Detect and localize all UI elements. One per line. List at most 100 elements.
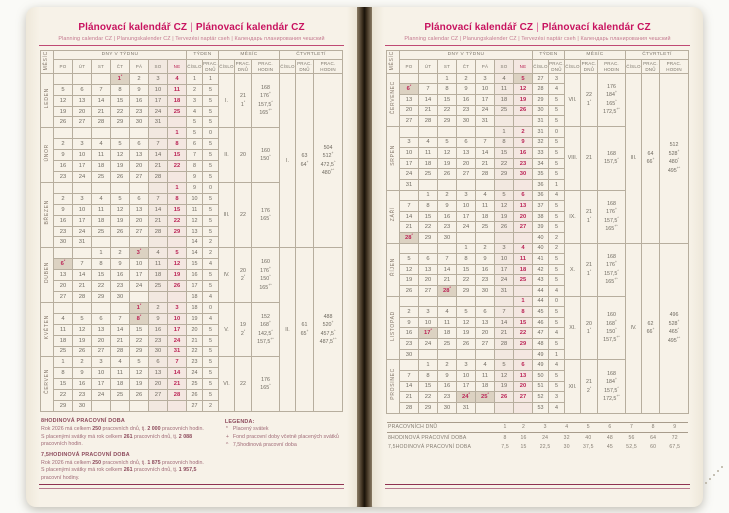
value-line: 2*	[240, 328, 246, 337]
day-cell: 5	[455, 306, 476, 318]
value-line: 62	[647, 320, 654, 327]
footnote-marker: +	[677, 318, 680, 323]
day-cell: 17	[147, 94, 168, 107]
day-cell: 2	[474, 242, 495, 255]
day-cell: 19	[398, 274, 419, 287]
day-cell: 1*	[109, 72, 130, 85]
day-cell: 19	[109, 160, 130, 173]
day-cell: 22	[493, 157, 514, 170]
week-number-cell: 18	[185, 301, 203, 314]
day-cell: 21	[147, 214, 168, 227]
day-cell: 26	[436, 168, 457, 180]
day-cell: 12	[512, 83, 533, 96]
legend-symbol: ^	[225, 441, 229, 448]
week-workdays-cell: 4	[547, 327, 565, 340]
conversion-value: 72	[671, 434, 678, 441]
day-cell: 6	[128, 192, 149, 205]
value-line: 176+	[260, 265, 271, 274]
worktime-line: S placenými svátky má rok celkem 261 pra…	[41, 467, 197, 482]
calendar-table-slot-left: MĚSÍC DNY V TÝDNU TÝDEN MĚSÍC ČTVRTLETÍ PO ÚT S…	[39, 49, 344, 413]
day-cell: 17	[455, 380, 476, 393]
hours-cell: 176 165^	[250, 356, 281, 413]
month-name: DUBEN	[39, 247, 54, 303]
week-workdays-cell: 5	[201, 160, 219, 173]
week-workdays-cell: 5	[201, 149, 219, 162]
header-rule	[385, 45, 690, 46]
week-row: ČERVEN 1 2 3 4 5 6 7 23 5 VI. 22 176 165^	[39, 356, 342, 413]
footnote-marker: ^	[269, 154, 271, 159]
day-cell: 16	[52, 214, 73, 227]
day-cell: 18	[493, 94, 514, 106]
day-cell: 11	[52, 323, 73, 336]
day-cell: 8	[417, 200, 438, 212]
week-workdays-cell: 5	[547, 263, 565, 276]
day-cell: 25	[109, 389, 130, 402]
day-cell: 19	[128, 378, 149, 391]
week-workdays-cell: 5	[201, 356, 219, 369]
day-cell: 9	[512, 136, 533, 149]
day-cell: 25	[474, 221, 495, 233]
day-cell	[417, 178, 438, 191]
day-cell: 3	[398, 136, 419, 149]
footnote-marker: *	[409, 84, 412, 89]
week-number-cell: 9	[185, 171, 203, 183]
header-day-pá: PÁ	[474, 59, 495, 74]
day-cell: 28	[474, 168, 495, 180]
day-cell	[512, 401, 533, 414]
day-cell: 28*	[436, 285, 457, 297]
value-line: 176	[607, 83, 616, 90]
week-number-cell: 42	[531, 263, 549, 276]
header-day-po: PO	[398, 59, 419, 74]
day-cell	[436, 348, 457, 361]
conversion-value: 64	[650, 434, 657, 441]
day-cell	[493, 232, 514, 244]
day-cell: 23	[436, 221, 457, 233]
value-line: 20	[586, 320, 592, 327]
day-cell: 23	[398, 338, 419, 350]
day-cell: 18	[90, 214, 111, 227]
day-cell: 16	[52, 160, 73, 173]
day-cell: 2	[512, 125, 533, 138]
week-number-cell: 33	[531, 147, 549, 159]
day-cell: 8	[166, 138, 187, 151]
conversion-value: 32	[563, 434, 570, 441]
footnote-marker: ^	[615, 99, 617, 104]
workdays-cell: 22 1*	[579, 72, 598, 127]
day-cell: 24	[71, 225, 92, 238]
day-cell: 30	[52, 236, 73, 249]
month-name-label: KVĚTEN	[43, 315, 50, 340]
day-cell: 10	[474, 83, 495, 96]
day-cell: 6	[417, 253, 438, 265]
day-cell: 13	[90, 323, 111, 336]
day-cell: 1	[493, 125, 514, 138]
value-line: 157,5^	[258, 99, 273, 108]
day-cell: 12	[128, 367, 149, 380]
day-cell	[512, 232, 533, 244]
day-cell: 23	[71, 389, 92, 402]
day-cell: 30	[455, 115, 476, 127]
day-cell	[71, 127, 92, 140]
week-number-cell: 40	[531, 232, 549, 244]
header-month-group: MĚSÍC	[563, 49, 627, 61]
day-cell: 4	[417, 136, 438, 149]
number-cell: I.	[217, 72, 235, 129]
week-workdays-cell: 0	[201, 181, 219, 194]
week-number-cell: 19	[185, 312, 203, 325]
day-cell: 3	[71, 138, 92, 151]
day-cell: 22	[512, 327, 533, 340]
week-workdays-cell: 5	[547, 221, 565, 233]
week-workdays-cell: 2	[547, 232, 565, 244]
day-cell: 28	[109, 345, 130, 358]
day-cell: 4	[52, 312, 73, 325]
week-number-cell: 41	[531, 253, 549, 265]
day-cell: 31	[474, 115, 495, 127]
day-cell: 14	[436, 263, 457, 276]
week-workdays-cell: 2	[547, 242, 565, 255]
day-cell: 10	[455, 369, 476, 382]
worktime-number: 261	[123, 467, 133, 474]
hours-cell: 168 176+ 157,5^ 165+^	[596, 242, 627, 297]
day-cell: 13	[128, 149, 149, 162]
week-workdays-cell: 4	[547, 401, 565, 414]
day-cell	[455, 348, 476, 361]
day-cell: 4	[493, 72, 514, 85]
